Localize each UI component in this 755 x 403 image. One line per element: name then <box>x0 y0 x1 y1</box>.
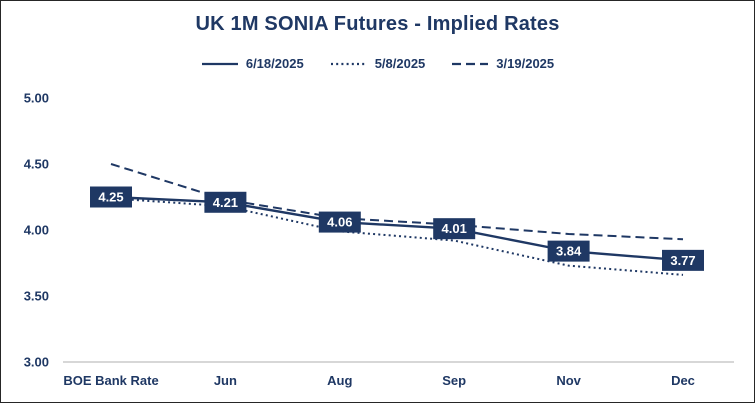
y-tick-label: 5.00 <box>24 91 49 106</box>
x-axis-label: Dec <box>671 373 695 388</box>
data-label: 4.25 <box>98 190 123 205</box>
x-axis-label: Nov <box>556 373 581 388</box>
x-axis-label: Sep <box>442 373 466 388</box>
data-label-box <box>433 218 476 240</box>
y-tick-label: 4.00 <box>24 223 49 238</box>
data-label-box <box>662 249 704 271</box>
legend-item-solid: 6/18/2025 <box>201 56 304 71</box>
legend-label: 3/19/2025 <box>496 56 555 71</box>
legend-line-dashed-icon <box>452 62 489 65</box>
chart-legend: 6/18/2025 5/8/2025 3/19/2025 <box>1 56 754 71</box>
series-line-solid <box>110 195 684 262</box>
data-label: 4.21 <box>213 195 238 210</box>
data-label: 4.06 <box>327 215 352 230</box>
legend-item-dashed: 3/19/2025 <box>451 56 554 71</box>
data-label-box <box>547 240 590 262</box>
x-axis-label: BOE Bank Rate <box>63 373 158 388</box>
chart-title: UK 1M SONIA Futures - Implied Rates <box>195 13 560 35</box>
x-axis-label: Jun <box>214 373 237 388</box>
legend-label: 6/18/2025 <box>245 56 304 71</box>
legend-line-solid-icon <box>201 62 238 65</box>
data-label-box <box>318 211 361 233</box>
data-label-box <box>204 191 247 213</box>
data-label-box <box>90 186 132 208</box>
data-label: 3.77 <box>670 253 695 268</box>
x-axis-label: Aug <box>327 373 352 388</box>
legend-label: 5/8/2025 <box>374 56 426 71</box>
series-line-dotted <box>110 197 684 276</box>
legend-item-dotted: 5/8/2025 <box>330 56 426 71</box>
data-label: 3.84 <box>556 244 582 259</box>
data-label: 4.01 <box>442 221 467 236</box>
y-tick-label: 3.00 <box>24 355 49 370</box>
y-tick-label: 3.50 <box>24 289 49 304</box>
y-tick-label: 4.50 <box>24 157 49 172</box>
legend-line-dotted-icon <box>330 62 367 65</box>
